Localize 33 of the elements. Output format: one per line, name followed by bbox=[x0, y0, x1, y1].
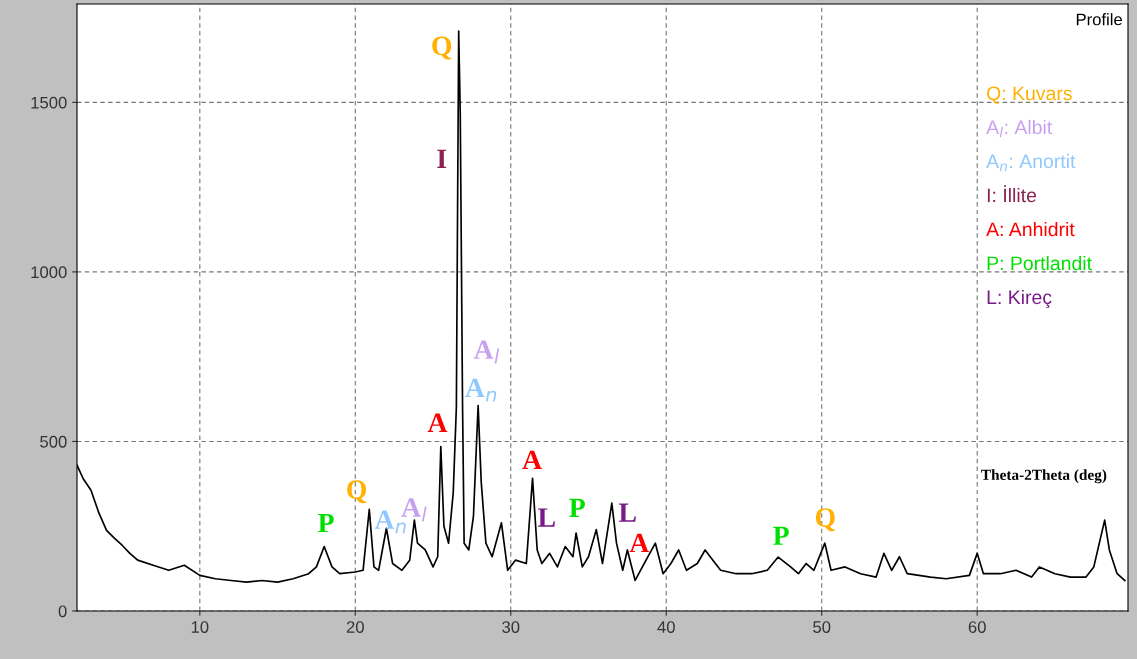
annotation: A: Anhidrit bbox=[986, 221, 1075, 237]
y-tick-label: 1000 bbox=[31, 266, 67, 279]
annotation: P bbox=[318, 513, 334, 533]
annotation: P: Portlandit bbox=[987, 255, 1092, 271]
y-tick-label: 0 bbox=[58, 605, 67, 618]
x-tick-label: 10 bbox=[191, 621, 209, 633]
annotation: A bbox=[427, 413, 448, 432]
annotation: I bbox=[437, 149, 447, 168]
annotation: A$_{l}$: Albit bbox=[986, 119, 1053, 138]
annotation: L: Kireç bbox=[987, 289, 1052, 309]
annotation: P bbox=[773, 526, 789, 545]
annotation: A bbox=[522, 450, 542, 469]
annotation: L bbox=[618, 503, 636, 522]
annotation: L bbox=[538, 508, 555, 527]
y-tick-label: 1500 bbox=[31, 96, 67, 109]
annotation: Theta-2Theta (deg) bbox=[981, 469, 1107, 484]
annotation: Q bbox=[432, 36, 452, 60]
annotation: I: İllite bbox=[987, 185, 1037, 203]
annotation: A$_{n}$: Anortit bbox=[986, 153, 1076, 172]
x-tick-label: 40 bbox=[657, 621, 675, 633]
x-tick-label: 50 bbox=[813, 621, 831, 633]
annotation: A bbox=[629, 533, 650, 553]
annotation: Q bbox=[347, 480, 367, 504]
annotation: Q bbox=[815, 508, 835, 532]
x-tick-label: 20 bbox=[346, 621, 364, 633]
x-tick-label: 30 bbox=[502, 621, 520, 633]
y-tick-label: 500 bbox=[40, 435, 67, 448]
annotation: P bbox=[569, 498, 585, 517]
x-tick-label: 60 bbox=[968, 621, 986, 633]
annotation: Profile bbox=[1076, 13, 1123, 26]
annotation: Q: Kuvars bbox=[987, 86, 1072, 104]
annotation: A$_{n}$ bbox=[465, 378, 497, 402]
annotation: A$_{l}$ bbox=[473, 340, 500, 364]
